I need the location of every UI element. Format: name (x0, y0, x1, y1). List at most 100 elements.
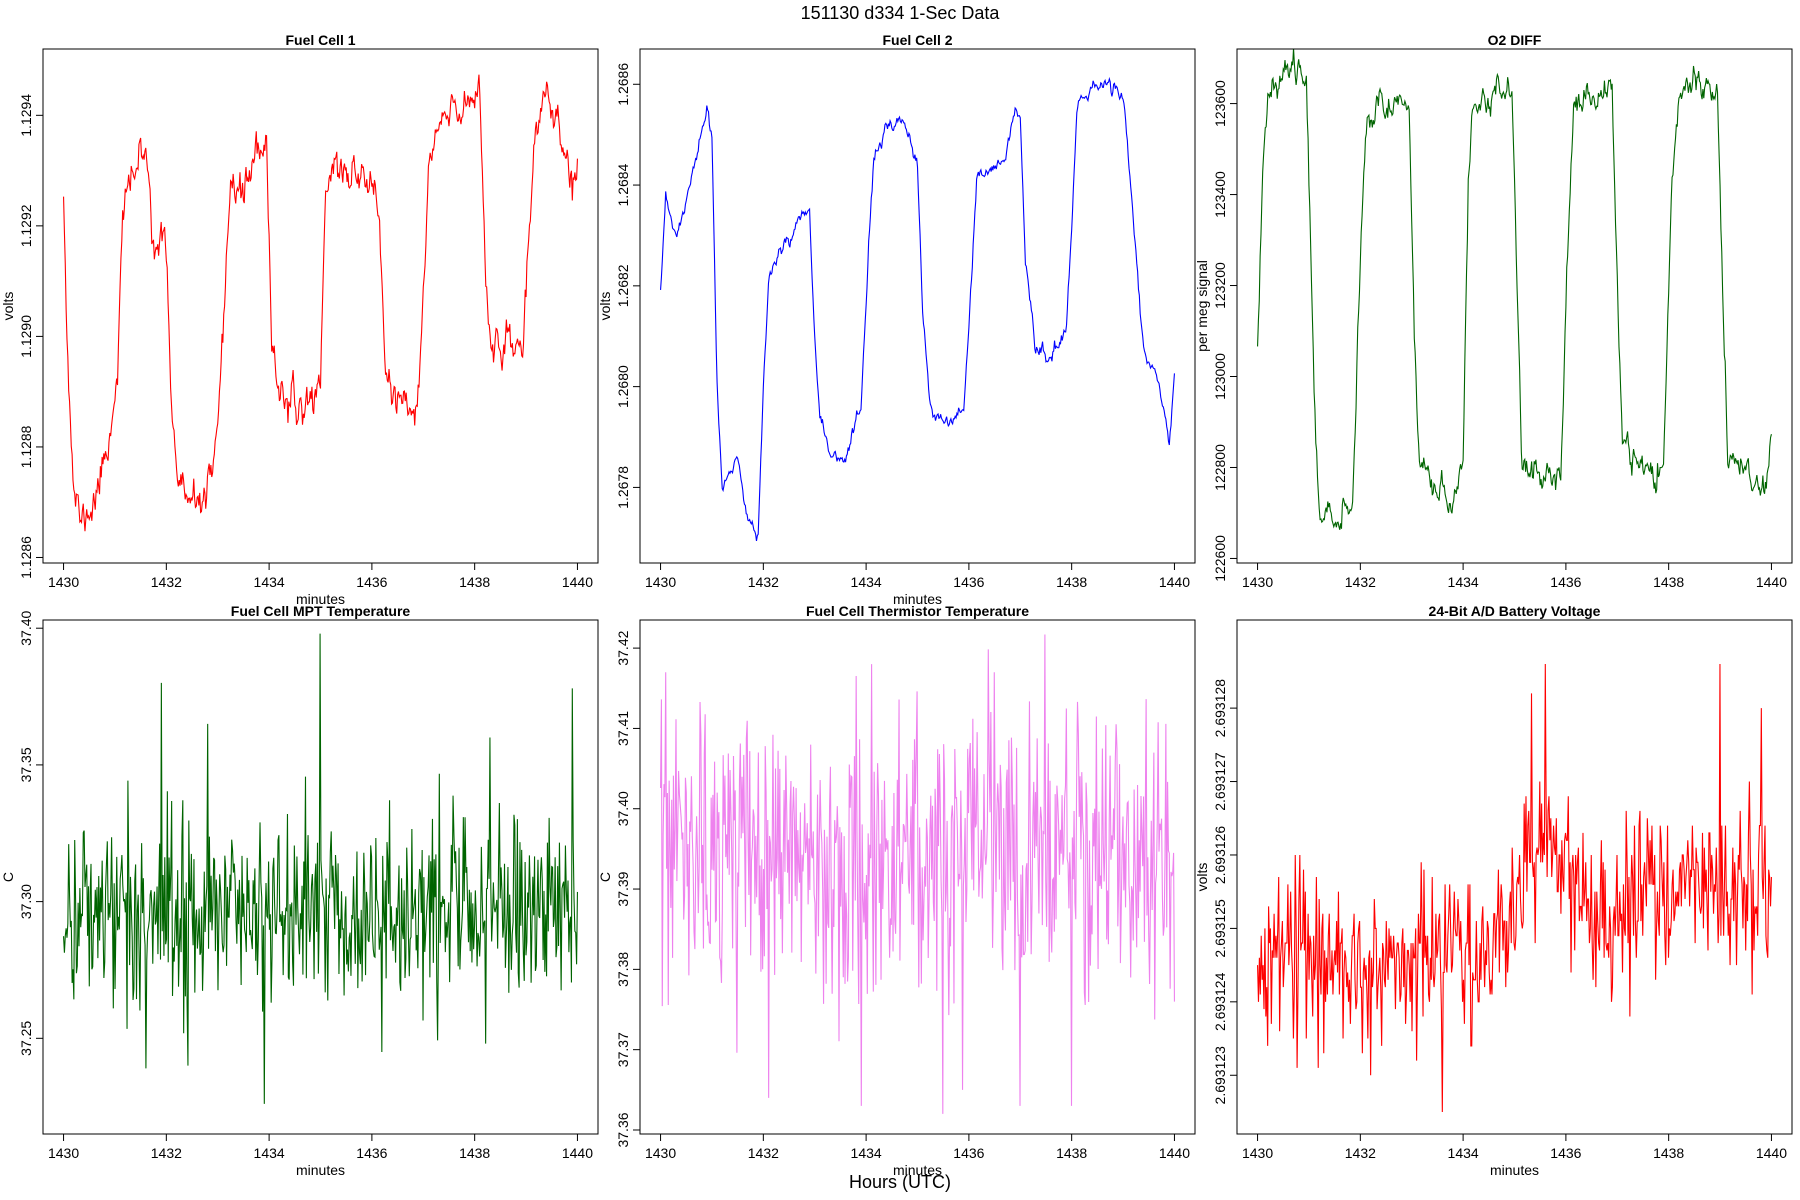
plot-frame (1236, 619, 1793, 1135)
y-tick-label: 122600 (1212, 535, 1228, 582)
x-tick-label: 1430 (1242, 1145, 1273, 1161)
y-tick-label: 1.1288 (18, 425, 34, 468)
outer-x-axis-label: Hours (UTC) (849, 1172, 951, 1192)
y-tick-label: 1.2680 (615, 365, 631, 408)
chart-panel: 24-Bit A/D Battery Voltage 1430 1432 1434 14… (1194, 603, 1793, 1178)
y-tick-label: 37.39 (615, 871, 631, 906)
data-series-line (63, 633, 578, 1104)
y-tick-label: 1.1286 (18, 536, 34, 579)
x-tick-label: 1432 (748, 574, 779, 590)
y-tick-label: 37.38 (615, 952, 631, 987)
x-axis-label: minutes (1490, 1162, 1539, 1178)
chart-panel: O2 DIFF 1430 1432 1434 1436 1438 1440 122600 122… (1194, 32, 1793, 590)
plot-frame (1236, 48, 1793, 564)
plot-frame (639, 619, 1196, 1135)
y-tick-label: 1.2686 (615, 63, 631, 106)
x-tick-label: 1440 (1159, 1145, 1190, 1161)
x-axis-label: minutes (296, 591, 345, 607)
y-tick-label: 123400 (1212, 171, 1228, 218)
page-title: 151130 d334 1-Sec Data (801, 3, 1001, 23)
plot-frame (639, 48, 1196, 564)
x-tick-label: 1430 (1242, 574, 1273, 590)
y-tick-label: 37.25 (18, 1021, 34, 1056)
y-tick-label: 2.693123 (1212, 1046, 1228, 1105)
x-tick-label: 1436 (1550, 574, 1581, 590)
y-axis-label: C (0, 872, 16, 882)
data-series-line (63, 74, 578, 532)
y-tick-label: 1.2682 (615, 264, 631, 307)
y-tick-label: 37.30 (18, 884, 34, 919)
data-series-line (1257, 664, 1772, 1112)
x-axis-label: minutes (893, 1162, 942, 1178)
x-tick-label: 1436 (953, 1145, 984, 1161)
panel-title: O2 DIFF (1488, 32, 1542, 48)
y-tick-label: 2.693124 (1212, 972, 1228, 1031)
x-tick-label: 1434 (851, 574, 882, 590)
x-tick-label: 1436 (356, 1145, 387, 1161)
x-tick-label: 1430 (48, 574, 79, 590)
y-tick-label: 37.42 (615, 630, 631, 665)
y-tick-label: 1.1294 (18, 94, 34, 137)
x-tick-label: 1434 (254, 1145, 285, 1161)
y-tick-label: 37.35 (18, 747, 34, 782)
x-tick-label: 1430 (645, 1145, 676, 1161)
x-tick-label: 1430 (645, 574, 676, 590)
y-tick-label: 2.693128 (1212, 679, 1228, 738)
y-tick-label: 1.2678 (615, 466, 631, 509)
x-tick-label: 1440 (1756, 1145, 1787, 1161)
data-series-line (660, 76, 1175, 541)
y-tick-label: 123000 (1212, 353, 1228, 400)
x-tick-label: 1434 (1448, 1145, 1479, 1161)
y-tick-label: 2.693126 (1212, 826, 1228, 885)
x-tick-label: 1436 (1550, 1145, 1581, 1161)
y-tick-label: 1.1292 (18, 204, 34, 247)
x-tick-label: 1438 (1653, 1145, 1684, 1161)
x-tick-label: 1438 (459, 574, 490, 590)
x-tick-label: 1432 (151, 574, 182, 590)
x-tick-label: 1438 (1653, 574, 1684, 590)
x-tick-label: 1430 (48, 1145, 79, 1161)
x-tick-label: 1434 (1448, 574, 1479, 590)
panel-title: Fuel Cell Thermistor Temperature (806, 603, 1029, 619)
x-tick-label: 1432 (1345, 1145, 1376, 1161)
chart-panel: Fuel Cell Thermistor Temperature 1430 1432… (597, 603, 1196, 1178)
y-tick-label: 37.37 (615, 1032, 631, 1067)
y-tick-label: 1.1290 (18, 315, 34, 358)
y-tick-label: 2.693125 (1212, 899, 1228, 958)
x-axis-label: minutes (893, 591, 942, 607)
panel-title: Fuel Cell MPT Temperature (231, 603, 411, 619)
chart-panel: Fuel Cell 1 1430 1432 1434 1436 1438 1440 1.128… (0, 32, 599, 607)
x-tick-label: 1432 (748, 1145, 779, 1161)
x-tick-label: 1434 (254, 574, 285, 590)
y-axis-label: volts (0, 292, 16, 321)
data-series-line (1257, 49, 1772, 530)
y-axis-label: per meg signal (1194, 260, 1210, 352)
panel-title: 24-Bit A/D Battery Voltage (1429, 603, 1601, 619)
y-tick-label: 37.40 (615, 791, 631, 826)
chart-panels: Fuel Cell 1 1430 1432 1434 1436 1438 1440 1.128… (0, 32, 1793, 1178)
plot-frame (42, 619, 599, 1135)
x-axis-label: minutes (296, 1162, 345, 1178)
x-tick-label: 1440 (1756, 574, 1787, 590)
y-tick-label: 37.40 (18, 610, 34, 645)
y-tick-label: 37.41 (615, 711, 631, 746)
data-series-line (660, 634, 1175, 1114)
x-tick-label: 1438 (1056, 574, 1087, 590)
x-tick-label: 1436 (953, 574, 984, 590)
y-axis-label: volts (1194, 863, 1210, 892)
y-tick-label: 2.693127 (1212, 752, 1228, 811)
y-tick-label: 37.36 (615, 1112, 631, 1147)
panel-title: Fuel Cell 2 (882, 32, 952, 48)
x-tick-label: 1438 (459, 1145, 490, 1161)
plot-frame (42, 48, 599, 564)
panel-title: Fuel Cell 1 (285, 32, 355, 48)
x-tick-label: 1438 (1056, 1145, 1087, 1161)
x-tick-label: 1440 (562, 574, 593, 590)
x-tick-label: 1440 (1159, 574, 1190, 590)
x-tick-label: 1440 (562, 1145, 593, 1161)
y-tick-label: 123600 (1212, 80, 1228, 127)
chart-panel: Fuel Cell 2 1430 1432 1434 1436 1438 1440 1.267… (597, 32, 1196, 607)
y-axis-label: C (597, 872, 613, 882)
x-tick-label: 1434 (851, 1145, 882, 1161)
